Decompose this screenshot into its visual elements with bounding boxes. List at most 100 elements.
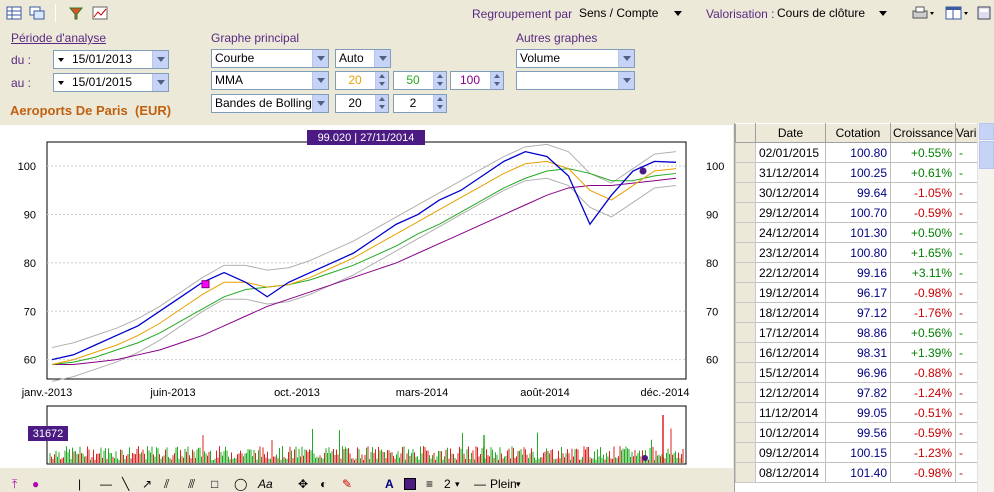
row-selector[interactable] (735, 202, 756, 223)
row-selector[interactable] (735, 402, 756, 423)
filter-icon[interactable] (66, 4, 86, 22)
col-cotation[interactable]: Cotation (825, 123, 891, 143)
arrow-line-icon[interactable]: ↗ (142, 477, 153, 491)
row-selector[interactable] (735, 342, 756, 363)
table-row[interactable]: 22/12/2014 99.16 +3.11% - (735, 262, 985, 283)
channel-tool-icon[interactable]: ⫻ (188, 476, 196, 491)
parallel-lines-icon[interactable]: ⫽ (164, 476, 170, 491)
bands-width-stepper[interactable]: 2 (393, 94, 447, 113)
font-color-icon[interactable]: A (385, 477, 394, 491)
line-width-value[interactable]: 2 (444, 477, 451, 491)
chevron-down-icon[interactable]: ▾ (516, 478, 521, 489)
vertical-line-icon[interactable]: | (78, 477, 82, 491)
row-selector[interactable] (735, 242, 756, 263)
table-row[interactable]: 19/12/2014 96.17 -0.98% - (735, 282, 985, 303)
chart-type-select[interactable]: Courbe (211, 49, 329, 68)
chevron-down-icon (312, 72, 328, 89)
cell-date: 29/12/2014 (755, 202, 826, 223)
calendar-dropdown-button[interactable] (152, 74, 168, 91)
row-selector[interactable] (735, 422, 756, 443)
chevron-down-icon[interactable]: ▾ (455, 478, 460, 489)
x-tick-label: janv.-2013 (21, 387, 73, 399)
col-date[interactable]: Date (755, 123, 826, 143)
bands-period-stepper[interactable]: 20 (335, 94, 389, 113)
scale-select[interactable]: Auto (335, 49, 391, 68)
spin-buttons[interactable] (433, 72, 446, 89)
row-selector[interactable] (735, 142, 756, 163)
text-tool-icon[interactable]: Aa (258, 477, 273, 491)
chart-panel[interactable]: 100 100 90 90 80 80 70 70 60 60 janv.-2013 juin-20… (0, 125, 733, 468)
eraser-icon[interactable]: ✎ (342, 477, 353, 491)
indicator-select[interactable]: MMA (211, 71, 329, 90)
row-selector[interactable] (735, 322, 756, 343)
valuation-select[interactable]: Cours de clôture (774, 5, 889, 24)
line-style-value[interactable]: Plein (490, 477, 517, 491)
spin-buttons[interactable] (375, 72, 388, 89)
scroll-thumb[interactable] (979, 141, 994, 169)
color-picker-icon[interactable]: ◐ (320, 477, 328, 491)
grouping-select[interactable]: Sens / Compte (576, 5, 684, 24)
marker-square[interactable] (201, 280, 210, 289)
table-row[interactable]: 12/12/2014 97.82 -1.24% - (735, 382, 985, 403)
columns-icon[interactable] (944, 4, 970, 22)
table-row[interactable]: 15/12/2014 96.96 -0.88% - (735, 362, 985, 383)
table-row[interactable]: 17/12/2014 98.86 +0.56% - (735, 322, 985, 343)
from-date-picker[interactable]: 15/01/2013 (53, 50, 169, 69)
table-row[interactable]: 11/12/2014 99.05 -0.51% - (735, 402, 985, 423)
price-chart[interactable]: 100 100 90 90 80 80 70 70 60 60 janv.-2013 juin-20… (0, 125, 733, 468)
spin-buttons[interactable] (433, 95, 446, 112)
row-selector[interactable] (735, 462, 756, 483)
vertical-scrollbar[interactable] (977, 123, 994, 492)
table-row[interactable]: 23/12/2014 100.80 +1.65% - (735, 242, 985, 263)
table-row[interactable]: 30/12/2014 99.64 -1.05% - (735, 182, 985, 203)
table-row[interactable]: 31/12/2014 100.25 +0.61% - (735, 162, 985, 183)
mma-100-stepper[interactable]: 100 (450, 71, 504, 90)
row-selector[interactable] (735, 442, 756, 463)
other-chart-select-1[interactable]: Volume (516, 49, 635, 68)
segment-tool-icon[interactable]: ● (32, 477, 40, 491)
rectangle-tool-icon[interactable]: □ (211, 477, 219, 491)
bands-select[interactable]: Bandes de Bollinger (211, 94, 329, 113)
table-row[interactable]: 08/12/2014 101.40 -0.98% - (735, 462, 985, 483)
table-row[interactable]: 18/12/2014 97.12 -1.76% - (735, 302, 985, 323)
scroll-up-button[interactable] (979, 123, 994, 140)
horizontal-line-icon[interactable]: — (100, 477, 112, 491)
row-selector[interactable] (735, 262, 756, 283)
table-row[interactable]: 29/12/2014 100.70 -0.59% - (735, 202, 985, 223)
copy-view-icon[interactable] (27, 4, 47, 22)
spin-buttons[interactable] (490, 72, 503, 89)
cell-cotation: 98.31 (825, 342, 891, 363)
move-tool-icon[interactable]: ✥ (298, 477, 309, 491)
row-selector[interactable] (735, 282, 756, 303)
fill-color-icon[interactable] (404, 476, 416, 492)
row-selector[interactable] (735, 362, 756, 383)
calculator-icon[interactable] (974, 4, 994, 22)
table-row[interactable]: 16/12/2014 98.31 +1.39% - (735, 342, 985, 363)
ellipse-tool-icon[interactable]: ◯ (234, 477, 248, 491)
mma-50-stepper[interactable]: 50 (393, 71, 447, 90)
row-selector[interactable] (735, 382, 756, 403)
mma-20-stepper[interactable]: 20 (335, 71, 389, 90)
calendar-dropdown-button[interactable] (152, 51, 168, 68)
table-row[interactable]: 09/12/2014 100.15 -1.23% - (735, 442, 985, 463)
print-icon[interactable] (910, 4, 936, 22)
chart-icon[interactable] (90, 4, 110, 22)
row-selector[interactable] (735, 222, 756, 243)
table-row[interactable]: 10/12/2014 99.56 -0.59% - (735, 422, 985, 443)
to-date-picker[interactable]: 15/01/2015 (53, 73, 169, 92)
cursor-point[interactable] (639, 167, 647, 175)
point-tool-icon[interactable]: ⤒ (12, 476, 18, 491)
spin-buttons[interactable] (375, 95, 388, 112)
diagonal-line-icon[interactable]: ╲ (122, 477, 130, 491)
row-selector[interactable] (735, 302, 756, 323)
line-width-icon[interactable]: ≡ (426, 477, 434, 491)
table-row[interactable]: 24/12/2014 101.30 +0.50% - (735, 222, 985, 243)
row-selector[interactable] (735, 182, 756, 203)
grid-view-icon[interactable] (4, 4, 24, 22)
col-croissance[interactable]: Croissance (890, 123, 956, 143)
table-row[interactable]: 02/01/2015 100.80 +0.55% - (735, 142, 985, 163)
other-chart-select-2[interactable] (516, 71, 635, 90)
quotes-table-panel[interactable]: Date Cotation Croissance Varia 02/01/201… (734, 123, 994, 492)
row-selector[interactable] (735, 162, 756, 183)
line-style-icon[interactable]: — (474, 477, 486, 491)
